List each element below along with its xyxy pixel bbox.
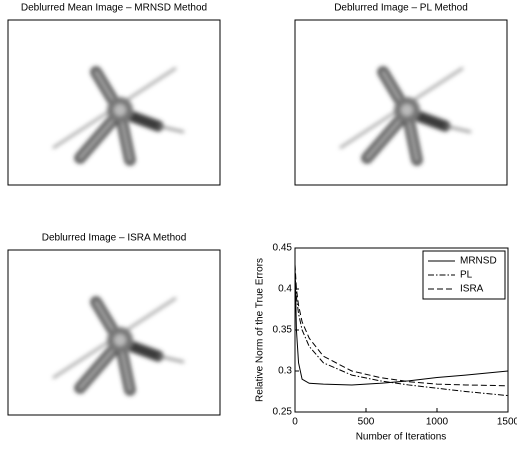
y-tick-label: 0.35 [273,325,293,336]
y-axis-label: Relative Norm of the True Errors [255,258,266,402]
image-panel: Deblurred Mean Image – MRNSD Method [7,3,221,186]
image-panel: Deblurred Image – PL Method [294,3,508,186]
y-tick-label: 0.25 [273,407,293,418]
x-tick-label: 1000 [426,417,449,428]
legend-label: MRNSD [460,256,497,267]
series-line [294,264,509,386]
y-tick-label: 0.45 [273,243,293,254]
y-tick-label: 0.3 [278,366,292,377]
y-tick-label: 0.4 [278,284,292,295]
image-title: Deblurred Image – PL Method [334,3,468,14]
series-line [294,264,509,387]
x-tick-label: 500 [358,417,375,428]
legend-label: PL [460,270,473,281]
x-tick-label: 1500 [497,417,517,428]
x-axis-label: Number of Iterations [356,432,447,443]
image-title: Deblurred Image – ISRA Method [42,233,187,244]
image-title: Deblurred Mean Image – MRNSD Method [21,3,207,14]
series-line [294,272,509,397]
x-tick-label: 0 [292,417,298,428]
image-panel: Deblurred Image – ISRA Method [7,233,221,416]
legend-label: ISRA [460,284,484,295]
